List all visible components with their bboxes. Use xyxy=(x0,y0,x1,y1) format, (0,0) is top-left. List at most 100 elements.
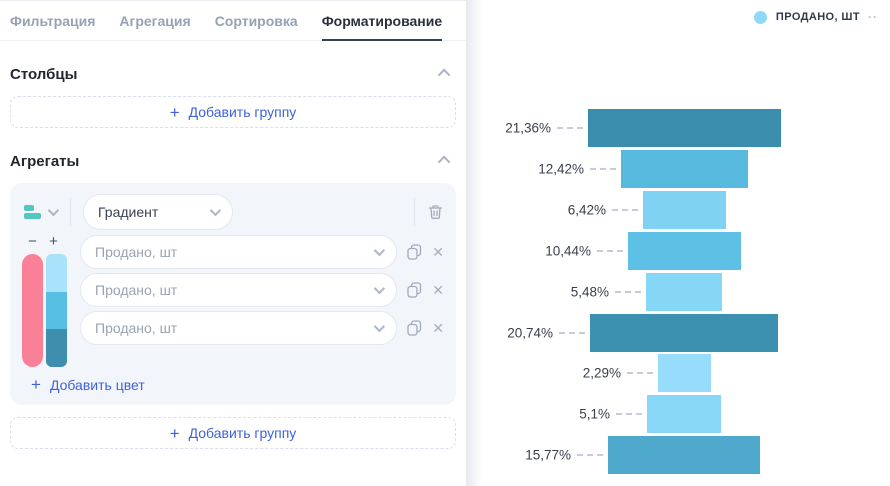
remove-field-button[interactable]: ✕ xyxy=(432,319,444,336)
tab-filtering[interactable]: Фильтрация xyxy=(10,12,96,29)
add-color-button[interactable]: Добавить цвет xyxy=(22,376,145,393)
chevron-down-icon xyxy=(209,204,222,217)
chevron-down-icon xyxy=(374,282,386,295)
aggregates-group-header: Градиент xyxy=(22,191,444,233)
label-leader-line xyxy=(590,168,616,170)
gradient-preview-bar[interactable] xyxy=(46,254,67,367)
funnel-chart: ПРОДАНО, ШТ ·· 21,36% 12,42% 6,42% 10,44% 5,… xyxy=(482,0,890,486)
remove-color-swatch[interactable] xyxy=(22,254,43,367)
tab-aggregation[interactable]: Агрегация xyxy=(119,12,191,29)
bar-value-label: 5,1% xyxy=(579,406,610,422)
label-leader-line xyxy=(597,250,623,252)
tab-formatting[interactable]: Форматирование xyxy=(321,1,443,41)
duplicate-field-button[interactable] xyxy=(407,282,422,298)
delete-group-button[interactable] xyxy=(427,203,444,221)
gradient-stop-1[interactable] xyxy=(46,254,67,292)
chevron-up-icon xyxy=(437,155,451,169)
bar-value-label: 5,48% xyxy=(570,284,609,300)
formatting-panel: Фильтрация Агрегация Сортировка Форматир… xyxy=(0,0,466,486)
gradient-field-rows: Продано, шт ✕ Продано, шт xyxy=(80,235,444,367)
columns-section-title: Столбцы xyxy=(10,65,78,83)
label-leader-line xyxy=(627,372,653,374)
remove-field-button[interactable]: ✕ xyxy=(432,243,444,260)
field-placeholder: Продано, шт xyxy=(95,244,178,260)
funnel-bar[interactable] xyxy=(647,395,721,433)
bar-value-label: 6,42% xyxy=(567,202,606,218)
aggregates-collapse-button[interactable] xyxy=(435,148,456,174)
format-mode-select[interactable]: Градиент xyxy=(83,194,233,230)
gradient-stop-3[interactable] xyxy=(46,329,67,367)
funnel-bar[interactable] xyxy=(621,150,748,188)
copy-icon xyxy=(407,282,422,298)
divider xyxy=(70,198,71,226)
legend-dot xyxy=(753,10,767,24)
gradient-stop-2[interactable] xyxy=(46,291,67,330)
bar-value-label: 2,29% xyxy=(582,365,621,381)
legend-more-icon[interactable]: ·· xyxy=(868,10,878,24)
label-leader-line xyxy=(615,291,641,293)
remove-color-button[interactable] xyxy=(22,235,43,249)
bar-value-label: 10,44% xyxy=(545,243,591,259)
remove-field-button[interactable]: ✕ xyxy=(432,281,444,298)
trash-icon xyxy=(428,205,443,219)
add-group-label: Добавить группу xyxy=(188,104,297,120)
format-mode-value: Градиент xyxy=(98,204,159,220)
field-select-3[interactable]: Продано, шт xyxy=(80,311,398,345)
gradient-field-row: Продано, шт ✕ xyxy=(80,235,444,269)
gradient-colors-column xyxy=(22,235,68,367)
chevron-down-icon xyxy=(47,204,60,217)
gradient-field-row: Продано, шт ✕ xyxy=(80,311,444,345)
add-color-label: Добавить цвет xyxy=(49,376,145,393)
field-placeholder: Продано, шт xyxy=(95,320,178,336)
funnel-bar[interactable] xyxy=(608,436,760,474)
aggregates-section-header: Агрегаты xyxy=(10,148,456,174)
funnel-bar[interactable] xyxy=(590,314,778,352)
columns-collapse-button[interactable] xyxy=(435,61,456,87)
chevron-down-icon xyxy=(374,244,386,257)
bar-value-label: 15,77% xyxy=(525,447,571,463)
copy-icon xyxy=(407,244,422,260)
label-leader-line xyxy=(577,454,603,456)
aggregates-group-card: Градиент xyxy=(10,183,456,405)
legend-item[interactable]: ПРОДАНО, ШТ ·· xyxy=(753,10,878,24)
legend-label: ПРОДАНО, ШТ xyxy=(775,11,860,23)
funnel-bar[interactable] xyxy=(646,273,722,311)
funnel-bar[interactable] xyxy=(643,191,726,229)
plus-icon xyxy=(31,376,41,393)
tab-sorting[interactable]: Сортировка xyxy=(214,12,298,29)
divider xyxy=(414,198,415,226)
color-preview-bars xyxy=(22,254,68,367)
funnel-bar[interactable] xyxy=(588,109,781,147)
panel-divider xyxy=(466,0,482,486)
columns-add-group-button[interactable]: Добавить группу xyxy=(10,96,456,128)
chart-type-dropdown[interactable] xyxy=(22,203,60,222)
plus-icon xyxy=(170,425,180,442)
chevron-down-icon xyxy=(374,320,386,333)
duplicate-field-button[interactable] xyxy=(407,320,422,336)
aggregates-section-title: Агрегаты xyxy=(10,152,80,170)
label-leader-line xyxy=(559,332,585,334)
gradient-editor: Продано, шт ✕ Продано, шт xyxy=(22,235,444,367)
label-leader-line xyxy=(616,413,642,415)
bar-value-label: 21,36% xyxy=(505,120,551,136)
label-leader-line xyxy=(557,127,583,129)
plus-icon xyxy=(170,104,180,121)
funnel-bar[interactable] xyxy=(658,354,711,392)
add-color-step-button[interactable] xyxy=(43,235,64,249)
field-placeholder: Продано, шт xyxy=(95,282,178,298)
chevron-up-icon xyxy=(437,68,451,82)
bar-chart-type-icon xyxy=(24,205,41,220)
add-group-label: Добавить группу xyxy=(188,425,297,441)
field-select-1[interactable]: Продано, шт xyxy=(80,235,398,269)
copy-icon xyxy=(407,320,422,336)
field-select-2[interactable]: Продано, шт xyxy=(80,273,398,307)
gradient-field-row: Продано, шт ✕ xyxy=(80,273,444,307)
columns-section-header: Столбцы xyxy=(10,61,456,87)
funnel-bar[interactable] xyxy=(628,232,741,270)
bar-value-label: 12,42% xyxy=(538,161,584,177)
aggregates-add-group-button[interactable]: Добавить группу xyxy=(10,417,456,449)
bar-value-label: 20,74% xyxy=(507,325,553,341)
tab-bar: Фильтрация Агрегация Сортировка Форматир… xyxy=(0,1,466,41)
color-count-controls xyxy=(22,235,68,249)
duplicate-field-button[interactable] xyxy=(407,244,422,260)
